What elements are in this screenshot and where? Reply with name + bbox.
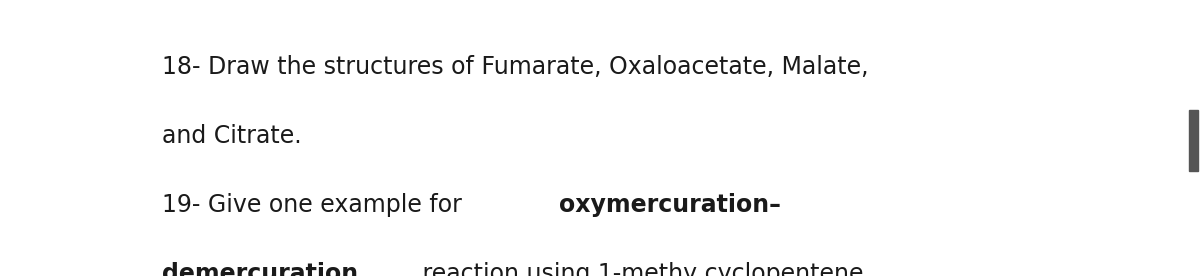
Text: 19- Give one example for: 19- Give one example for xyxy=(162,193,469,217)
Text: demercuration: demercuration xyxy=(162,262,358,276)
Text: oxymercuration–: oxymercuration– xyxy=(559,193,780,217)
Text: and Citrate.: and Citrate. xyxy=(162,124,301,148)
Text: reaction using 1-methy cyclopentene.: reaction using 1-methy cyclopentene. xyxy=(415,262,871,276)
Text: 18- Draw the structures of Fumarate, Oxaloacetate, Malate,: 18- Draw the structures of Fumarate, Oxa… xyxy=(162,55,869,79)
FancyBboxPatch shape xyxy=(1189,110,1198,171)
